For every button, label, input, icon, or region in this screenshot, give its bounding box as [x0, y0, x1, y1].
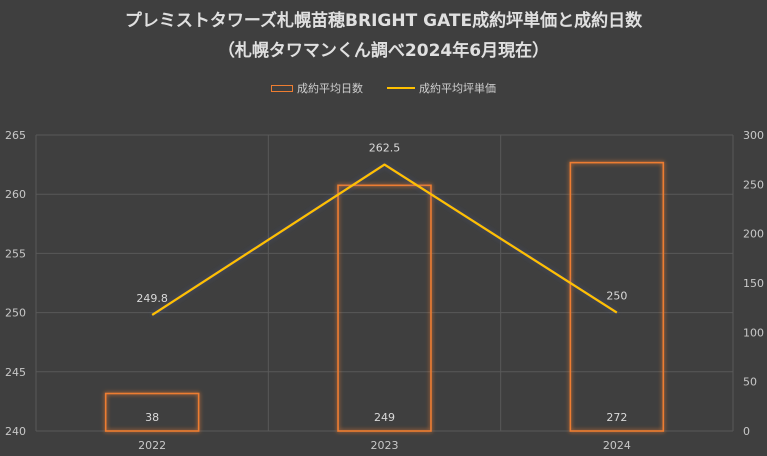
legend-bar-label: 成約平均日数 [297, 82, 363, 95]
legend: 成約平均日数 成約平均坪単価 [0, 80, 767, 96]
line-data-label: 249.8 [136, 292, 168, 305]
y-secondary-tick-label: 100 [743, 326, 764, 339]
legend-bar-swatch [271, 84, 293, 92]
chart-title-line2: （札幌タワマンくん調べ2024年6月現在） [217, 41, 550, 61]
bar-data-label: 38 [145, 411, 159, 424]
y-secondary-tick-label: 150 [743, 277, 764, 290]
x-tick-label: 2023 [371, 439, 399, 452]
y-secondary-tick-label: 50 [743, 376, 757, 389]
legend-item-bar: 成約平均日数 [271, 80, 363, 96]
y-secondary-tick-label: 250 [743, 178, 764, 191]
x-tick-label: 2022 [138, 439, 166, 452]
line-series-unit-price [151, 163, 618, 316]
legend-item-line: 成約平均坪単価 [387, 80, 496, 96]
y-primary-tick-label: 250 [5, 307, 26, 320]
bar-2022 [104, 392, 200, 432]
y-primary-tick-label: 240 [5, 425, 26, 438]
y-primary-tick-label: 255 [5, 247, 26, 260]
chart-title-line1: プレミストタワーズ札幌苗穂BRIGHT GATE成約坪単価と成約日数 [124, 11, 643, 31]
bar-2023 [337, 184, 432, 432]
line-data-label: 250 [606, 290, 627, 303]
y-secondary-tick-label: 200 [743, 228, 764, 241]
legend-line-label: 成約平均坪単価 [419, 82, 496, 95]
y-secondary-tick-label: 300 [743, 129, 764, 142]
y-primary-tick-label: 245 [5, 366, 26, 379]
legend-line-swatch [387, 87, 415, 89]
bar-data-label: 249 [374, 411, 395, 424]
bar-2024 [569, 161, 665, 432]
bar-data-label: 272 [606, 411, 627, 424]
line-data-label: 262.5 [369, 142, 401, 155]
y-primary-tick-label: 260 [5, 188, 26, 201]
x-tick-label: 2024 [603, 439, 631, 452]
y-primary-tick-label: 265 [5, 129, 26, 142]
y-secondary-tick-label: 0 [743, 425, 750, 438]
